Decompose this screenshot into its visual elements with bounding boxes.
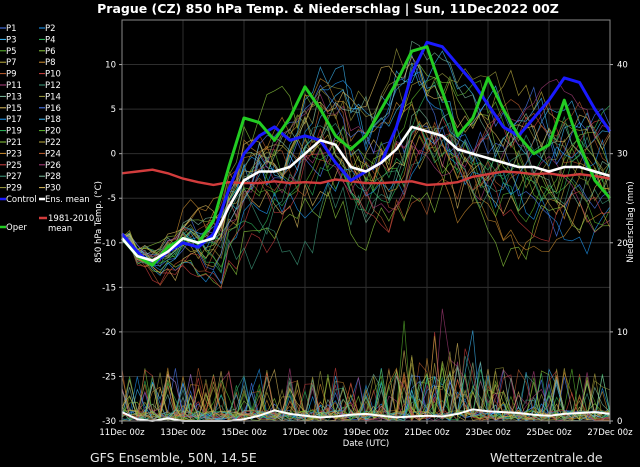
x-axis-ticks: 11Dec 00z 13Dec 00z 15Dec 00z 17Dec 00z 19De… <box>99 421 633 438</box>
member-line <box>121 55 611 254</box>
legend-label: P10 <box>45 70 61 80</box>
member-line <box>121 127 611 268</box>
legend-label: P1 <box>6 24 17 34</box>
y-tick-label: -30 <box>102 417 116 427</box>
legend-label: P14 <box>45 92 61 102</box>
legend-label: P25 <box>6 161 22 171</box>
legend-label: P12 <box>45 81 61 91</box>
y-tick-label: 0 <box>111 150 116 160</box>
legend-label: P30 <box>45 184 61 194</box>
series-line-oper <box>120 45 612 267</box>
x-tick-label: 13Dec 00z <box>160 428 206 438</box>
member-precip-line <box>121 308 611 422</box>
legend-label: P27 <box>6 172 22 182</box>
series-line-1981-2010-mean <box>121 168 611 187</box>
y2-tick-label: 0 <box>617 417 622 427</box>
legend-label-oper: Oper <box>6 223 27 233</box>
y-tick-label: -25 <box>102 372 116 382</box>
y-tick-label: 5 <box>111 105 116 115</box>
y2-tick-label: 10 <box>617 328 628 338</box>
legend-label: P18 <box>45 115 61 125</box>
y2-tick-label: 20 <box>617 239 628 249</box>
legend-label: P13 <box>6 92 22 102</box>
legend-label: Control <box>6 195 37 205</box>
legend-label: P3 <box>6 35 17 45</box>
member-line <box>121 99 611 287</box>
member-precip-line <box>121 350 611 422</box>
x-tick-label: 17Dec 00z <box>282 428 328 438</box>
y2-axis-label: Niederschlag (mm) <box>626 181 636 262</box>
legend-label: P29 <box>6 184 22 194</box>
x-tick-label: 21Dec 00z <box>404 428 450 438</box>
legend-label: Ens. mean <box>45 195 90 205</box>
legend-label: P16 <box>45 104 61 114</box>
highlight-series <box>120 40 612 267</box>
legend-label-climate-2: mean <box>48 224 72 234</box>
legend-label: P6 <box>45 47 56 57</box>
y2-axis-ticks: 40 30 20 10 0 <box>610 61 628 427</box>
member-line <box>121 101 611 284</box>
legend-label: P2 <box>45 24 56 34</box>
footer-source: Wetterzentrale.de <box>490 450 603 465</box>
member-line <box>121 152 611 288</box>
y-tick-label: -15 <box>102 283 116 293</box>
legend-label: P26 <box>45 161 61 171</box>
x-tick-label: 27Dec 00z <box>587 428 633 438</box>
legend-label-climate: 1981-2010 <box>48 214 94 224</box>
x-tick-label: 15Dec 00z <box>221 428 267 438</box>
member-line <box>121 127 611 290</box>
y-tick-label: -10 <box>102 239 116 249</box>
member-line <box>121 109 611 258</box>
legend-label: P7 <box>6 58 17 68</box>
chart-title: Prague (CZ) 850 hPa Temp. & Niederschlag… <box>97 1 559 16</box>
legend-label: P22 <box>45 138 61 148</box>
y-tick-label: -5 <box>108 194 116 204</box>
legend-label: P19 <box>6 127 22 137</box>
legend-label: P11 <box>6 81 22 91</box>
legend-label: P9 <box>6 70 17 80</box>
y2-tick-label: 40 <box>617 61 628 71</box>
legend-label: P24 <box>45 149 61 159</box>
y2-tick-label: 30 <box>617 150 628 160</box>
legend-label: P28 <box>45 172 61 182</box>
legend-label: P5 <box>6 47 17 57</box>
x-axis-label: Date (UTC) <box>343 439 390 449</box>
footer-model-info: GFS Ensemble, 50N, 14.5E <box>90 450 257 465</box>
y-tick-label: 10 <box>105 61 116 71</box>
legend-label: P15 <box>6 104 22 114</box>
legend-label: P4 <box>45 35 56 45</box>
y-axis-ticks: 10 5 0 -5 -10 -15 -20 -25 -30 <box>102 61 122 427</box>
member-line <box>121 71 611 264</box>
legend-label: P21 <box>6 138 22 148</box>
member-line <box>121 121 611 282</box>
series-line-ens-mean <box>121 125 611 262</box>
legend-label: P20 <box>45 127 61 137</box>
x-tick-label: 25Dec 00z <box>526 428 572 438</box>
legend-label: P8 <box>45 58 56 68</box>
legend-label: P17 <box>6 115 22 125</box>
ensemble-members <box>121 40 611 290</box>
legend-label: P23 <box>6 149 22 159</box>
member-line <box>121 69 611 260</box>
x-tick-label: 23Dec 00z <box>465 428 511 438</box>
y-tick-label: -20 <box>102 328 116 338</box>
member-line <box>121 133 611 285</box>
member-precip-line <box>121 362 611 422</box>
x-tick-label: 11Dec 00z <box>99 428 145 438</box>
y-axis-label: 850 hPa Temp. (°C) <box>94 181 104 263</box>
x-tick-label: 19Dec 00z <box>343 428 389 438</box>
